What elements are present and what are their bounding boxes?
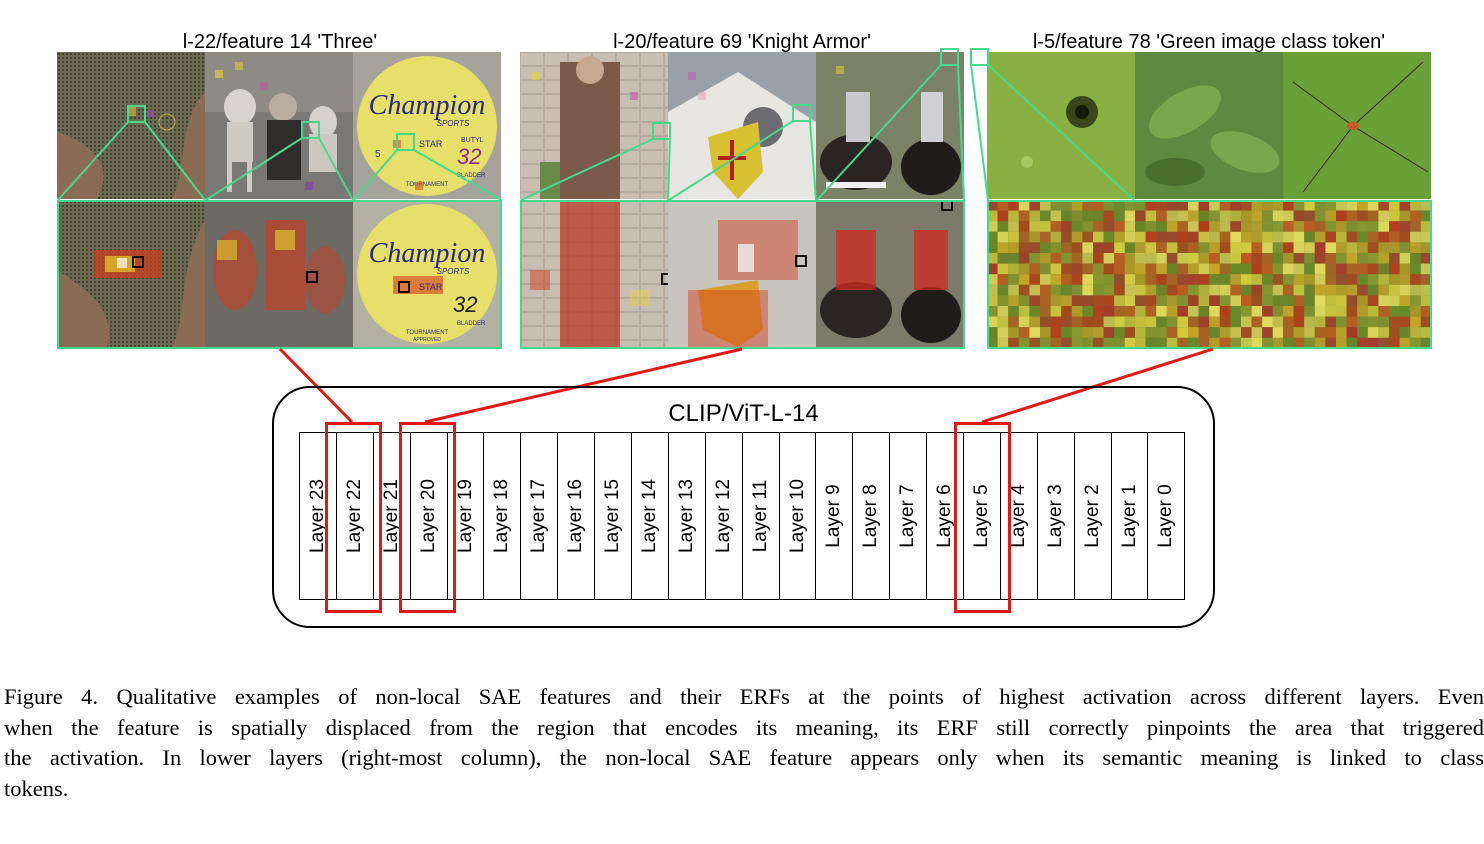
architecture-title: CLIP/ViT-L-14 [668, 400, 819, 427]
layer-cell: Layer 22 [336, 432, 374, 600]
image-soccer-ball-top: Champion SPORTS STAR BUTYL 32 5 BLADDER … [353, 52, 501, 199]
layer-cell: Layer 15 [595, 432, 633, 600]
architecture-box [272, 386, 1215, 628]
layer-label: Layer 15 [602, 479, 624, 553]
layer-label: Layer 17 [528, 479, 550, 553]
image-soccer-ball-erf: Champion SPORTS STAR 32 BLADDER TOURNAME… [353, 200, 501, 347]
layer-label: Layer 19 [454, 479, 476, 553]
layer-cell: Layer 21 [373, 432, 411, 600]
image-green-spider-erf [1283, 200, 1431, 347]
image-green-spider-top [1283, 52, 1431, 199]
ball-size-text: 5 [375, 149, 381, 160]
layer-cell: Layer 6 [927, 432, 965, 600]
layer-cell: Layer 13 [668, 432, 706, 600]
layer-cell: Layer 23 [300, 432, 337, 600]
image-dogs-girl-top [205, 52, 353, 199]
highlight-layer-5 [954, 422, 1011, 613]
ball-erf-bladder-text: BLADDER [457, 321, 486, 327]
ball-number-text: 32 [457, 144, 481, 169]
layer-cell: Layer 19 [447, 432, 485, 600]
layer-cell: Layer 2 [1074, 432, 1112, 600]
ball-erf-brand-text: Champion [369, 238, 486, 269]
image-green-drop-top [987, 52, 1135, 199]
layer-label: Layer 16 [565, 479, 587, 553]
layer-cell: Layer 10 [779, 432, 817, 600]
layer-cell: Layer 1 [1111, 432, 1149, 600]
ball-erf-number-text: 32 [453, 292, 477, 317]
layer-label: Layer 13 [675, 479, 697, 553]
panel-frame-green-class-token [987, 200, 1432, 349]
layer-label: Layer 10 [786, 479, 808, 553]
layer-label: Layer 6 [934, 484, 956, 548]
image-green-leaves-erf [1135, 200, 1283, 347]
layer-cell: Layer 0 [1148, 432, 1186, 600]
layer-cell: Layer 4 [1000, 432, 1038, 600]
image-green-leaves-top [1135, 52, 1283, 199]
layer-label: Layer 2 [1081, 484, 1103, 548]
activation-marker [652, 122, 671, 140]
layer-label: Layer 7 [897, 484, 919, 548]
caption-line: Figure 4. Qualitative examples of non-lo… [4, 684, 1484, 709]
layer-stack: Layer 23 Layer 22 Layer 21 Layer 20 Layer 19… [299, 432, 1186, 600]
panel-title-three: l-22/feature 14 'Three' [182, 31, 378, 53]
image-knights-horses-erf [816, 200, 964, 347]
layer-cell: Layer 11 [742, 432, 780, 600]
figure-caption: Figure 4. Qualitative examples of non-lo… [4, 682, 1484, 804]
ball-erf-star-text: STAR [419, 282, 443, 292]
panel-frame-three [57, 200, 502, 349]
layer-label: Layer 11 [749, 479, 771, 553]
layer-label: Layer 4 [1007, 484, 1029, 548]
layer-label: Layer 3 [1044, 484, 1066, 548]
layer-label: Layer 1 [1118, 484, 1140, 548]
activation-marker [940, 48, 959, 66]
ball-erf-tournament-text: TOURNAMENT [406, 330, 449, 336]
highlight-layer-20 [399, 422, 456, 613]
layer-cell: Layer 3 [1037, 432, 1075, 600]
layer-cell: Layer 7 [890, 432, 928, 600]
image-chainmail-erf [57, 200, 205, 347]
layer-cell: Layer 17 [521, 432, 559, 600]
ball-erf-approved-text: APPROVED [413, 337, 441, 343]
image-armor-wall-top [520, 52, 668, 199]
layer-label: Layer 9 [823, 484, 845, 548]
panel-frame-knight-armor [520, 200, 965, 349]
layer-cell: Layer 16 [558, 432, 596, 600]
ball-erf-sub-text: SPORTS [437, 267, 470, 276]
ball-butyl-text: BUTYL [461, 137, 484, 144]
ball-sub-text: SPORTS [437, 119, 470, 128]
activation-marker [301, 121, 320, 139]
activation-marker [396, 133, 415, 151]
activation-marker [792, 104, 811, 122]
image-armor-wall-erf [520, 200, 668, 347]
caption-line: tokens. [4, 775, 69, 801]
layer-cell: Layer 9 [816, 432, 854, 600]
panel-title-knight-armor: l-20/feature 69 'Knight Armor' [613, 31, 871, 53]
layer-cell: Layer 8 [853, 432, 891, 600]
layer-label: Layer 0 [1155, 484, 1177, 548]
layer-cell: Layer 18 [484, 432, 522, 600]
image-knight-shield-top [668, 52, 816, 199]
layer-label: Layer 8 [860, 484, 882, 548]
image-green-drop-erf [987, 200, 1135, 347]
layer-cell: Layer 12 [705, 432, 743, 600]
layer-cell: Layer 5 [964, 432, 1001, 600]
layer-label: Layer 12 [712, 479, 734, 553]
caption-line: the activation. In lower layers (right-m… [4, 745, 1484, 770]
layer-label: Layer 14 [638, 479, 660, 553]
ball-brand-text: Champion [369, 90, 486, 121]
panel-title-green-class-token: l-5/feature 78 'Green image class token' [1032, 31, 1386, 53]
ball-star-text: STAR [419, 139, 443, 149]
image-dogs-girl-erf [205, 200, 353, 347]
ball-bladder-text: BLADDER [457, 173, 486, 179]
layer-cell: Layer 14 [632, 432, 669, 600]
highlight-layer-22 [325, 422, 382, 613]
caption-line: when the feature is spatially displaced … [4, 714, 1484, 740]
activation-marker [970, 48, 989, 66]
layer-label: Layer 18 [491, 479, 513, 553]
ball-tournament-text: TOURNAMENT [406, 182, 449, 188]
layer-cell: Layer 20 [410, 432, 448, 600]
image-knight-shield-erf [668, 200, 816, 347]
activation-marker [127, 105, 146, 123]
